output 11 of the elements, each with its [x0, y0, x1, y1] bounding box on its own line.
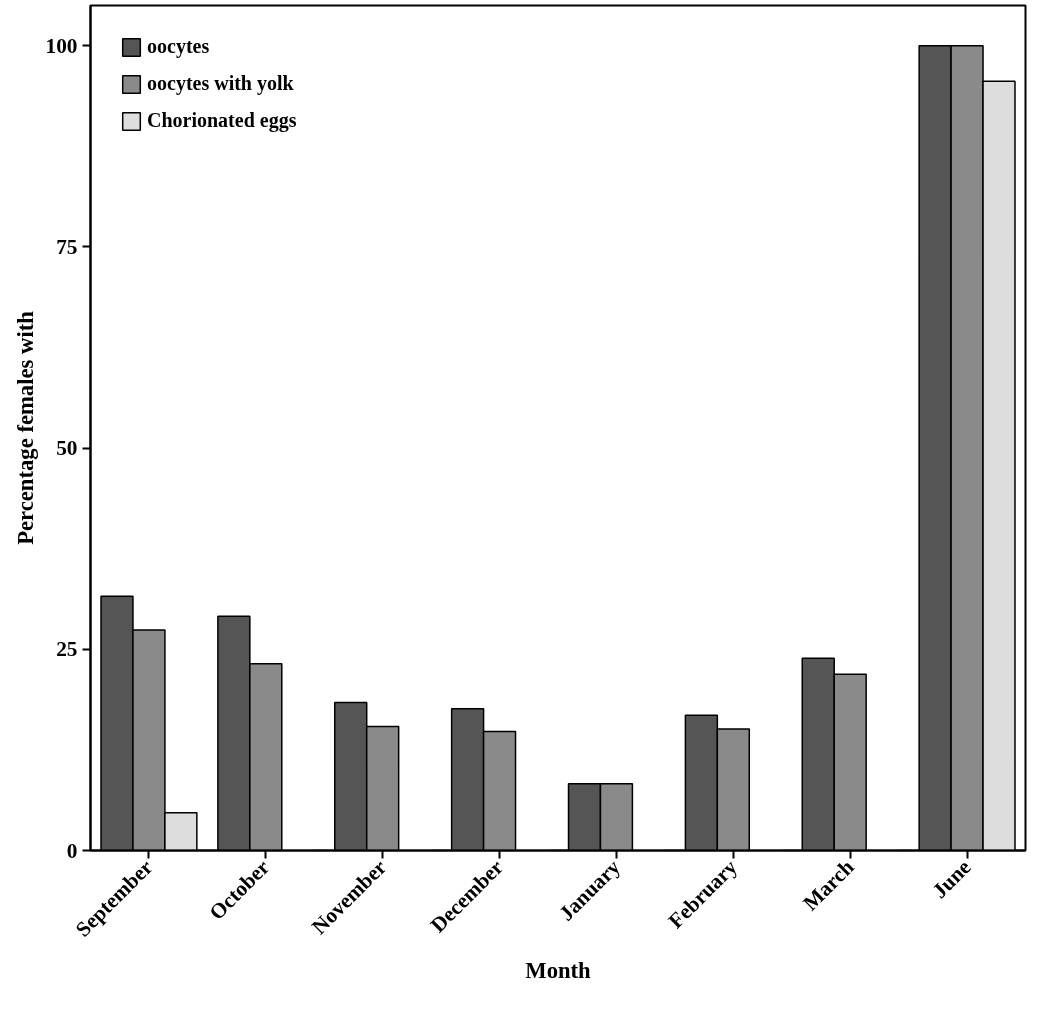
legend-label: Chorionated eggs [147, 109, 297, 132]
legend-label: oocytes with yolk [147, 72, 294, 95]
y-axis-title: Percentage females with [12, 310, 38, 545]
y-tick-label: 50 [56, 436, 78, 461]
y-tick-label: 25 [56, 637, 78, 662]
x-axis-title: Month [525, 957, 592, 983]
x-tick-label: June [927, 855, 976, 903]
legend-label: oocytes [147, 35, 210, 58]
y-tick-label: 75 [56, 234, 78, 259]
y-tick-label: 0 [66, 838, 78, 863]
y-tick-label: 100 [45, 33, 78, 58]
